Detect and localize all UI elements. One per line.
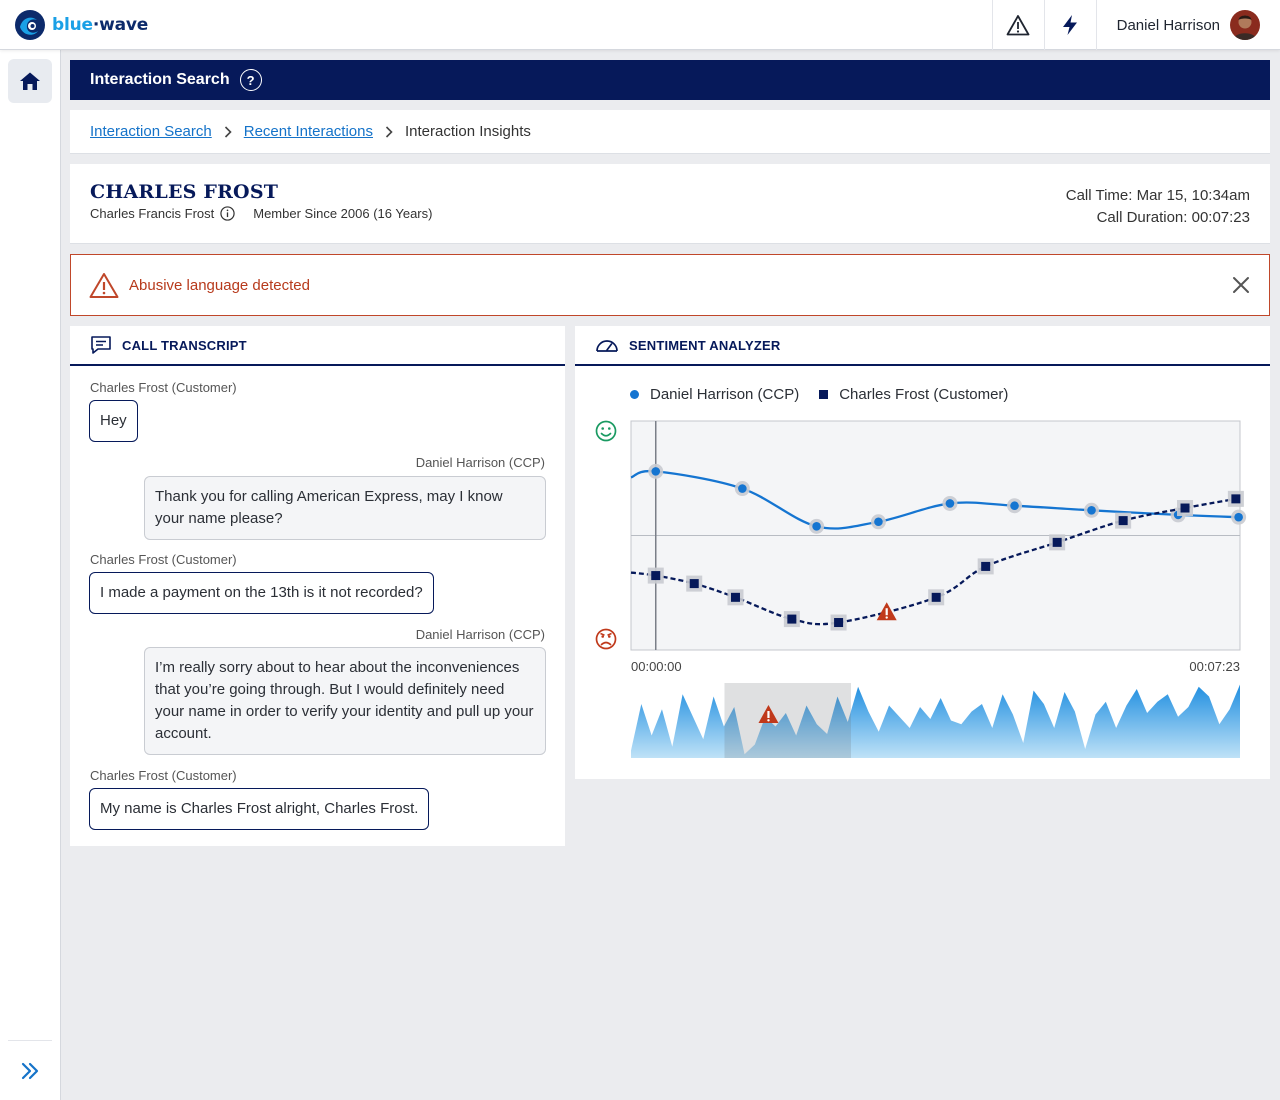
expand-sidebar-button[interactable]	[8, 1040, 52, 1100]
info-icon[interactable]	[220, 206, 235, 221]
breadcrumb-recent-interactions[interactable]: Recent Interactions	[243, 123, 373, 140]
page-header: Interaction Search ?	[70, 60, 1270, 100]
x-axis-end-label: 00:07:23	[1189, 659, 1240, 674]
side-rail	[0, 50, 61, 1100]
legend-agent-marker	[630, 390, 639, 399]
warning-icon	[1006, 15, 1030, 36]
agent-point	[874, 517, 883, 527]
alerts-button[interactable]	[991, 0, 1044, 50]
message-speaker: Daniel Harrison (CCP)	[415, 627, 545, 642]
user-menu[interactable]: Daniel Harrison	[1095, 0, 1280, 50]
logo-icon	[15, 10, 45, 40]
gauge-icon	[596, 340, 618, 352]
sentiment-analyzer-panel: SENTIMENT ANALYZER Daniel Harrison (CCP)…	[575, 326, 1270, 779]
chevron-right-icon	[385, 125, 393, 138]
customer-point	[1052, 537, 1062, 547]
overview-area	[631, 684, 1240, 758]
customer-card: CHARLES FROST Charles Francis Frost Memb…	[70, 164, 1270, 244]
lightning-icon	[1063, 15, 1078, 35]
message-speaker: Daniel Harrison (CCP)	[415, 455, 545, 470]
customer-point	[1180, 503, 1190, 513]
help-button[interactable]: ?	[239, 69, 262, 91]
agent-point	[738, 484, 747, 493]
breadcrumb-current: Interaction Insights	[405, 123, 531, 140]
agent-point	[1010, 501, 1019, 511]
close-icon[interactable]	[1231, 275, 1251, 295]
call-duration: Call Duration: 00:07:23	[1096, 209, 1250, 226]
double-chevron-right-icon	[21, 1062, 39, 1079]
customer-message: I made a payment on the 13th is it not r…	[89, 572, 434, 614]
legend-customer-marker	[819, 390, 829, 399]
customer-point	[1118, 516, 1128, 526]
customer-point	[689, 579, 699, 589]
angry-face-icon	[595, 628, 617, 650]
customer-point	[834, 618, 844, 628]
quick-actions-button[interactable]	[1043, 0, 1096, 50]
breadcrumb: Interaction Search Recent Interactions I…	[70, 110, 1270, 154]
customer-point	[1231, 494, 1241, 504]
page-title: Interaction Search	[90, 71, 230, 88]
brand-logo[interactable]: blue·wave	[14, 9, 148, 41]
breadcrumb-interaction-search[interactable]: Interaction Search	[90, 123, 212, 140]
legend-customer-label: Charles Frost (Customer)	[839, 386, 1009, 403]
abusive-language-alert: Abusive language detected	[70, 254, 1270, 316]
top-bar: blue·wave Daniel Harrison	[0, 0, 1280, 50]
overview-alert-marker-dot	[767, 719, 770, 722]
customer-full-name: Charles Francis Frost	[90, 206, 215, 221]
customer-point	[651, 571, 661, 581]
customer-point	[931, 592, 941, 602]
customer-point	[981, 561, 991, 571]
happy-face-icon	[595, 420, 617, 442]
customer-point	[730, 592, 740, 602]
agent-point	[1087, 506, 1096, 515]
customer-point	[787, 614, 797, 624]
agent-message: Thank you for calling American Express, …	[144, 476, 546, 540]
chevron-right-icon	[224, 125, 232, 138]
warning-icon	[89, 272, 119, 298]
home-icon	[20, 72, 40, 90]
user-name: Daniel Harrison	[1116, 16, 1220, 34]
overview-selection	[724, 683, 851, 758]
message-speaker: Charles Frost (Customer)	[90, 552, 237, 567]
member-since: Member Since 2006 (16 Years)	[253, 206, 433, 221]
message-speaker: Charles Frost (Customer)	[90, 380, 237, 395]
legend-agent-label: Daniel Harrison (CCP)	[650, 386, 800, 403]
transcript-title: CALL TRANSCRIPT	[122, 337, 247, 353]
sentiment-title: SENTIMENT ANALYZER	[629, 337, 781, 353]
avatar	[1230, 10, 1260, 40]
x-axis-start-label: 00:00:00	[631, 659, 682, 674]
agent-point	[651, 467, 661, 476]
chart-legend: Daniel Harrison (CCP) Charles Frost (Cus…	[630, 386, 1008, 403]
message-speaker: Charles Frost (Customer)	[90, 768, 237, 783]
call-time: Call Time: Mar 15, 10:34am	[1065, 187, 1250, 204]
abuse-alert-marker-mark	[885, 608, 888, 616]
call-transcript-panel: CALL TRANSCRIPT Charles Frost (Customer)…	[70, 326, 565, 846]
abuse-alert-marker-dot	[885, 616, 888, 619]
agent-point	[812, 522, 821, 531]
customer-message: My name is Charles Frost alright, Charle…	[89, 788, 430, 830]
brand-name: blue·wave	[52, 15, 149, 35]
agent-point	[1234, 512, 1243, 522]
alert-message: Abusive language detected	[129, 276, 310, 294]
agent-point	[945, 499, 955, 508]
chat-icon	[91, 336, 111, 354]
agent-message: I’m really sorry about to hear about the…	[144, 647, 546, 755]
customer-message: Hey	[89, 400, 138, 442]
sentiment-chart[interactable]	[575, 326, 1270, 779]
home-button[interactable]	[8, 59, 52, 103]
agent-sentiment-line	[630, 469, 1239, 530]
customer-name: CHARLES FROST	[90, 181, 279, 203]
overview-alert-marker-mark	[767, 711, 770, 718]
